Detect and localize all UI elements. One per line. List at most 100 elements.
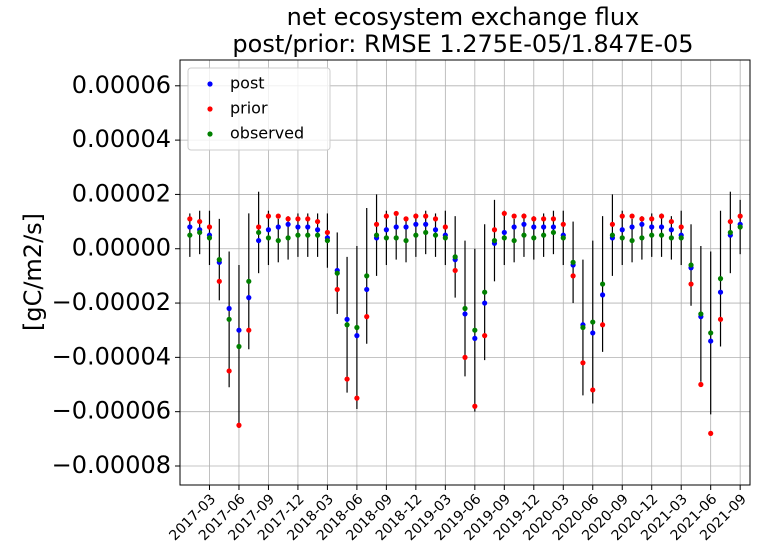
point xyxy=(649,216,655,222)
y-tick-label: 0.00000 xyxy=(72,234,171,262)
point xyxy=(708,330,714,336)
point xyxy=(413,213,419,219)
point xyxy=(708,338,714,344)
point xyxy=(560,235,566,241)
point xyxy=(403,224,409,230)
point xyxy=(226,368,232,374)
point xyxy=(226,305,232,312)
plot-frame xyxy=(179,59,751,486)
chart-title: net ecosystem exchange flux xyxy=(287,3,640,31)
point xyxy=(649,232,655,238)
point xyxy=(246,295,252,301)
point xyxy=(413,232,419,238)
point xyxy=(658,232,665,238)
point xyxy=(668,218,674,225)
point xyxy=(511,237,517,244)
point xyxy=(619,227,625,233)
point xyxy=(658,213,665,219)
point xyxy=(197,218,203,225)
point xyxy=(629,237,635,244)
point xyxy=(354,324,360,331)
point xyxy=(432,216,439,222)
point xyxy=(305,232,311,238)
point xyxy=(236,422,242,428)
y-tick-label: −0.00006 xyxy=(52,397,171,425)
point xyxy=(256,237,262,244)
point xyxy=(570,273,576,279)
point xyxy=(688,281,694,287)
point xyxy=(501,229,507,236)
point xyxy=(521,213,527,219)
point xyxy=(491,227,498,233)
point xyxy=(423,229,429,236)
point xyxy=(256,229,262,236)
point xyxy=(678,224,684,230)
point xyxy=(403,216,409,222)
legend-label: post xyxy=(230,74,265,93)
point xyxy=(599,281,606,287)
legend-label: prior xyxy=(230,99,268,118)
point xyxy=(324,229,331,236)
point xyxy=(344,316,350,322)
point xyxy=(197,229,203,236)
point xyxy=(226,316,232,322)
point xyxy=(511,224,517,230)
point xyxy=(511,213,517,219)
point xyxy=(541,216,547,222)
point xyxy=(354,395,360,401)
point xyxy=(462,311,468,317)
point xyxy=(550,229,557,236)
point xyxy=(580,360,586,366)
point xyxy=(265,235,272,241)
point xyxy=(698,311,704,317)
point xyxy=(649,224,655,230)
point xyxy=(639,216,645,222)
y-tick-label: −0.00002 xyxy=(52,288,171,316)
point xyxy=(216,278,222,284)
point xyxy=(452,267,458,274)
point xyxy=(717,316,724,322)
y-tick-label: 0.00002 xyxy=(72,179,171,207)
point xyxy=(629,224,635,230)
point xyxy=(541,232,547,238)
point xyxy=(531,224,537,230)
legend-marker xyxy=(207,81,213,87)
point xyxy=(599,322,606,328)
point xyxy=(541,224,547,230)
point xyxy=(383,227,389,233)
point xyxy=(619,235,625,241)
point xyxy=(472,335,478,341)
point xyxy=(590,330,596,336)
point xyxy=(423,221,429,227)
point xyxy=(344,376,350,382)
point xyxy=(452,254,458,260)
point xyxy=(531,235,537,241)
point xyxy=(324,237,331,244)
point xyxy=(364,273,370,279)
point xyxy=(265,227,272,233)
point xyxy=(619,213,625,219)
point xyxy=(462,305,468,312)
point xyxy=(393,210,399,217)
legend-marker xyxy=(207,106,213,112)
point xyxy=(590,319,596,325)
point xyxy=(393,224,399,230)
point xyxy=(658,224,665,230)
point xyxy=(314,218,321,225)
point xyxy=(295,232,301,238)
point xyxy=(236,327,242,333)
point xyxy=(246,278,252,284)
point xyxy=(383,235,389,241)
point xyxy=(717,276,724,282)
plot-area xyxy=(187,191,743,437)
point xyxy=(560,221,566,227)
y-tick-label: −0.00004 xyxy=(52,342,171,370)
point xyxy=(501,235,507,241)
point xyxy=(639,235,645,241)
point xyxy=(187,232,193,238)
point xyxy=(609,232,616,238)
point xyxy=(639,221,645,227)
point xyxy=(668,235,674,241)
point xyxy=(570,259,576,265)
